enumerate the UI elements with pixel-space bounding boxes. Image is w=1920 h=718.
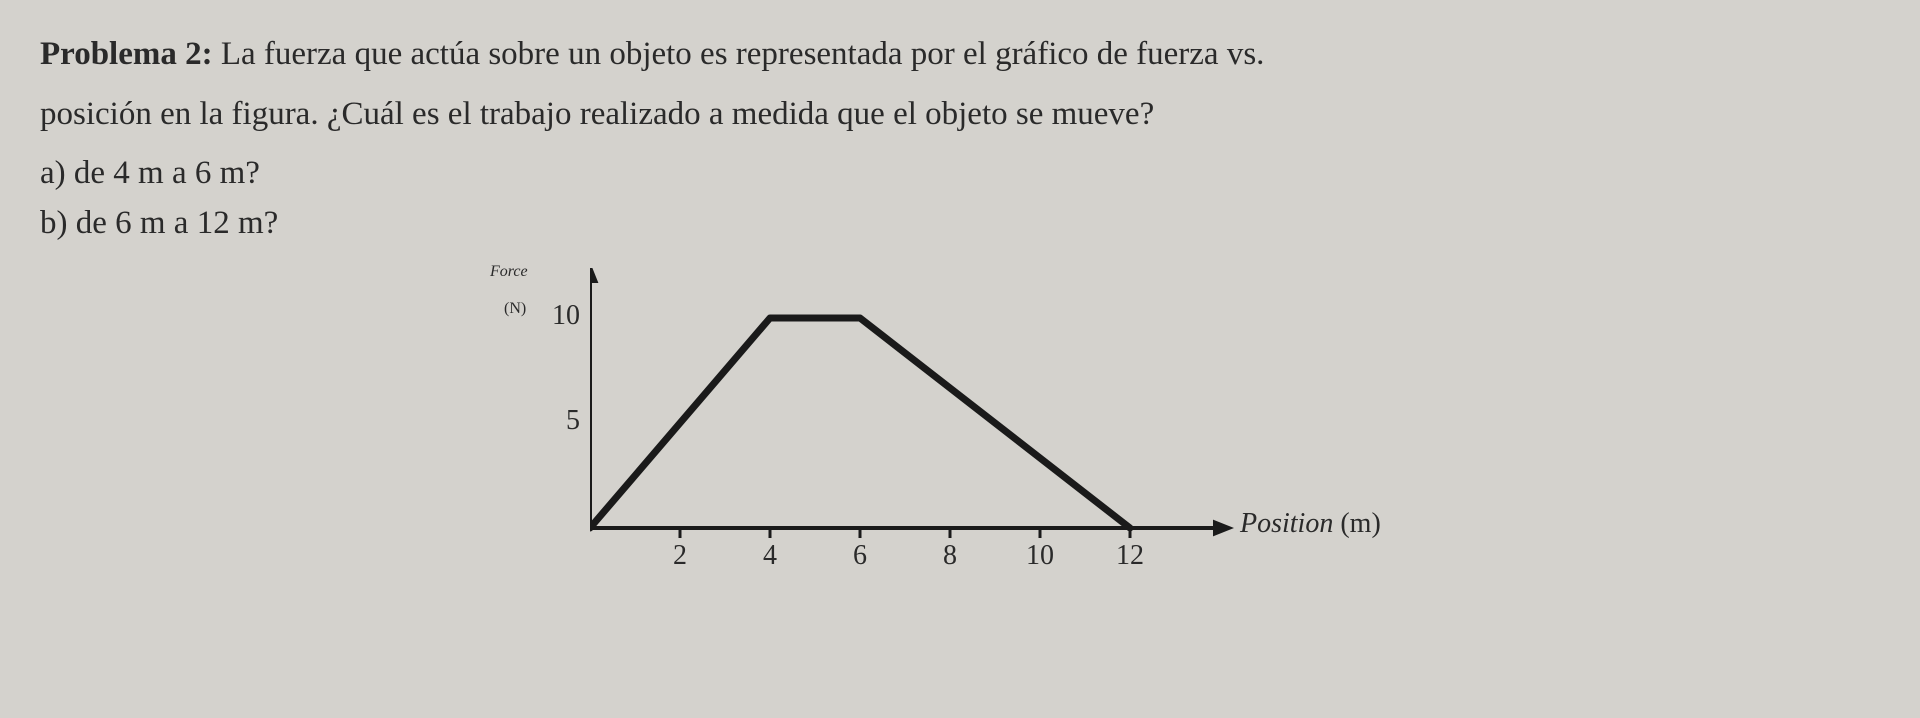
y-tick-label: 5 [542, 405, 580, 437]
y-tick-label: 10 [542, 300, 580, 332]
part-a: a) de 4 m a 6 m? [40, 149, 1880, 199]
x-axis-label-text: Position [1240, 508, 1333, 539]
x-tick-label: 4 [750, 540, 790, 572]
problem-line1: La fuerza que actúa sobre un objeto es r… [213, 36, 1265, 72]
problem-label: Problema 2: [40, 36, 213, 72]
x-tick-label: 8 [930, 540, 970, 572]
x-axis-unit: (m) [1340, 508, 1380, 539]
problem-line2: posición en la figura. ¿Cuál es el traba… [40, 90, 1880, 140]
x-tick-label: 10 [1020, 540, 1060, 572]
y-axis-unit: (N) [504, 300, 526, 318]
force-position-chart: Force (N) 105 24681012 Position (m) [500, 258, 1400, 598]
x-tick-label: 6 [840, 540, 880, 572]
x-tick-label: 2 [660, 540, 700, 572]
x-axis-label: Position (m) [1240, 508, 1381, 540]
x-tick-label: 12 [1110, 540, 1150, 572]
part-b: b) de 6 m a 12 m? [40, 199, 1880, 249]
y-axis-label: Force [490, 263, 528, 281]
problem-statement: Problema 2: La fuerza que actúa sobre un… [40, 30, 1880, 80]
